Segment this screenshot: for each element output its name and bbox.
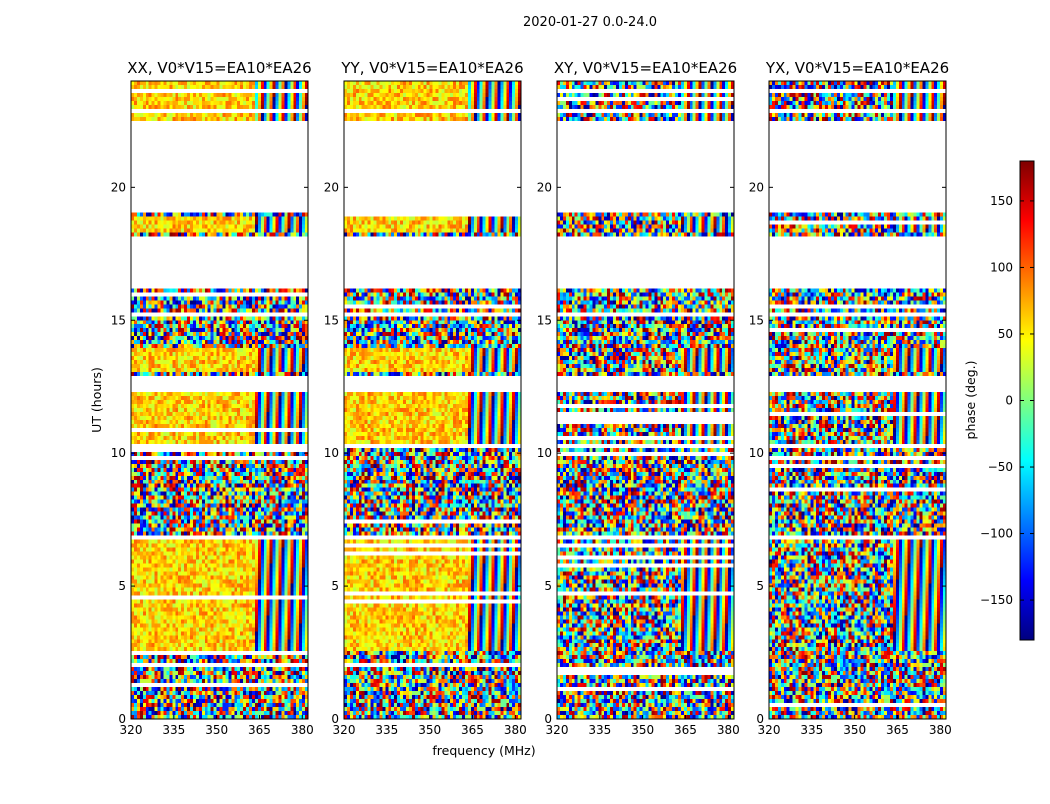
x-tick-label: 365: [248, 723, 271, 737]
panel-title: YX, V0*V15=EA10*EA26: [765, 59, 949, 77]
y-tick-label: 15: [537, 313, 552, 327]
y-tick-label: 20: [111, 180, 126, 194]
y-tick-label: 15: [111, 313, 126, 327]
phase-heatmap: [344, 81, 521, 719]
y-tick-label: 0: [544, 712, 552, 726]
y-tick-label: 10: [324, 446, 339, 460]
x-tick-label: 335: [588, 723, 611, 737]
x-tick-label: 320: [333, 723, 356, 737]
figure-suptitle: 2020-01-27 0.0-24.0: [523, 15, 657, 30]
y-tick-label: 10: [111, 446, 126, 460]
colorbar-label: phase (deg.): [963, 361, 978, 440]
panel-xx: XX, V0*V15=EA10*EA26 320 335 350 365 380 0 5 10 1…: [111, 59, 314, 737]
y-tick-label: 10: [749, 446, 764, 460]
y-tick-label: 15: [749, 313, 764, 327]
y-tick-label: 5: [331, 579, 339, 593]
panel-frame: [768, 80, 947, 720]
x-tick-label: 350: [631, 723, 654, 737]
y-tick-label: 20: [537, 180, 552, 194]
y-tick-label: 20: [749, 180, 764, 194]
colorbar-tick-label: −150: [980, 593, 1013, 607]
x-tick-label: 365: [674, 723, 697, 737]
phase-heatmap: [769, 81, 946, 719]
x-tick-label: 380: [929, 723, 952, 737]
colorbar-tick-label: −50: [988, 460, 1013, 474]
panel-xy: XY, V0*V15=EA10*EA26 320 335 350 365 380 0 5 10 1…: [537, 59, 740, 737]
y-tick-label: 10: [537, 446, 552, 460]
x-tick-label: 320: [546, 723, 569, 737]
phase-heatmap: [131, 81, 308, 719]
y-tick-label: 20: [324, 180, 339, 194]
x-tick-label: 335: [162, 723, 185, 737]
colorbar-tick-label: 150: [990, 194, 1013, 208]
x-tick-label: 380: [504, 723, 527, 737]
panel-frame: [343, 80, 522, 720]
colorbar: 150 100 50 0 −50 −100 −150 phase (deg.): [963, 160, 1035, 641]
panel-yy: YY, V0*V15=EA10*EA26 320 335 350 365 380 0 5 10 1…: [324, 59, 527, 737]
x-axis-label: frequency (MHz): [432, 743, 535, 758]
x-tick-label: 335: [800, 723, 823, 737]
x-tick-label: 350: [843, 723, 866, 737]
y-tick-label: 0: [331, 712, 339, 726]
y-axis-label: UT (hours): [89, 367, 104, 433]
y-tick-label: 5: [544, 579, 552, 593]
x-tick-label: 335: [375, 723, 398, 737]
x-tick-label: 350: [205, 723, 228, 737]
y-tick-label: 0: [118, 712, 126, 726]
x-tick-label: 380: [717, 723, 740, 737]
colorbar-tick-label: −100: [980, 527, 1013, 541]
x-tick-label: 350: [418, 723, 441, 737]
colorbar-tick-label: 50: [998, 327, 1013, 341]
y-tick-label: 15: [324, 313, 339, 327]
y-tick-label: 0: [756, 712, 764, 726]
panels-group: XX, V0*V15=EA10*EA26 320 335 350 365 380 0 5 10 1…: [111, 59, 952, 737]
panel-frame: [130, 80, 309, 720]
x-tick-label: 380: [291, 723, 314, 737]
y-tick-label: 5: [756, 579, 764, 593]
panel-title: XX, V0*V15=EA10*EA26: [127, 59, 311, 77]
x-tick-label: 320: [120, 723, 143, 737]
x-tick-label: 365: [461, 723, 484, 737]
panel-title: YY, V0*V15=EA10*EA26: [340, 59, 523, 77]
colorbar-tick-label: 0: [1005, 394, 1013, 408]
x-tick-label: 365: [886, 723, 909, 737]
panel-frame: [556, 80, 735, 720]
panel-yx: YX, V0*V15=EA10*EA26 320 335 350 365 380 0 5 10 1…: [749, 59, 952, 737]
colorbar-tick-label: 100: [990, 260, 1013, 274]
panel-title: XY, V0*V15=EA10*EA26: [554, 59, 737, 77]
x-tick-label: 320: [758, 723, 781, 737]
y-tick-label: 5: [118, 579, 126, 593]
phase-heatmap: [557, 81, 734, 719]
